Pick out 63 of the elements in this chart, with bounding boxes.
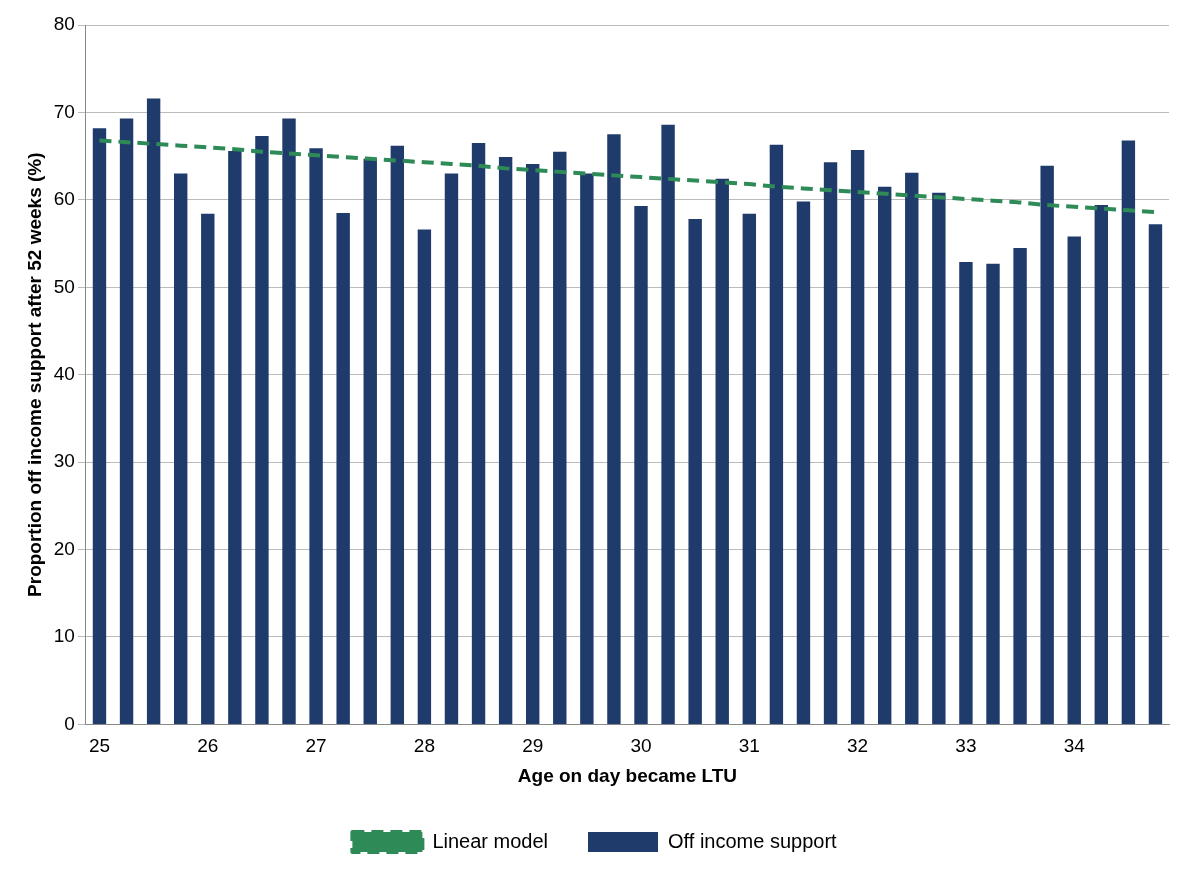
bar <box>850 150 865 724</box>
x-tick-label: 34 <box>1063 735 1086 757</box>
legend-label: Off income support <box>668 829 838 852</box>
x-tick-label: 29 <box>522 735 544 757</box>
bar <box>1094 205 1109 724</box>
bar <box>796 201 811 724</box>
y-tick-label: 80 <box>53 13 75 35</box>
x-tick-label: 25 <box>88 735 111 757</box>
bar <box>228 150 242 724</box>
y-tick-label: 20 <box>53 537 75 559</box>
y-axis-title: Proportion off income support after 52 weeks (%) <box>23 152 45 597</box>
x-tick-label: 31 <box>738 735 760 757</box>
bar <box>444 173 459 724</box>
bar <box>877 186 892 724</box>
bar <box>553 151 567 724</box>
bar <box>119 118 134 724</box>
y-tick-label: 50 <box>53 275 75 297</box>
bar <box>417 229 432 724</box>
bar <box>1121 140 1136 724</box>
bar <box>742 213 757 724</box>
x-tick-label: 27 <box>305 735 327 757</box>
x-tick-label: 32 <box>847 735 869 757</box>
bar <box>959 261 973 724</box>
bar <box>498 157 513 724</box>
bar <box>471 143 486 724</box>
bar <box>174 173 188 724</box>
x-tick-label: 33 <box>955 735 977 757</box>
bar <box>146 98 161 724</box>
y-tick-label: 10 <box>53 625 75 647</box>
bar <box>715 178 729 724</box>
bar <box>607 134 621 724</box>
bar <box>390 145 405 724</box>
bar <box>1013 247 1027 724</box>
bar <box>932 192 946 724</box>
x-axis-title: Age on day became LTU <box>517 764 738 786</box>
bar <box>769 144 784 724</box>
x-tick-label: 30 <box>630 735 652 757</box>
y-tick-label: 70 <box>53 100 75 122</box>
bar <box>1040 165 1054 724</box>
bar <box>336 212 350 724</box>
bar <box>282 118 296 724</box>
x-tick-label: 26 <box>197 735 219 757</box>
bar <box>580 173 594 724</box>
bar <box>634 205 648 724</box>
y-tick-label: 60 <box>53 188 75 210</box>
bar <box>986 263 1000 724</box>
bar <box>526 164 540 724</box>
bar <box>1067 236 1081 724</box>
bar <box>255 136 269 724</box>
y-tick-label: 0 <box>64 712 75 734</box>
bar <box>661 124 675 724</box>
bar <box>363 158 377 724</box>
bar <box>309 148 323 724</box>
x-tick-label: 28 <box>413 735 435 757</box>
legend-label: Linear model <box>432 829 549 852</box>
bar <box>1148 224 1163 724</box>
bar <box>92 128 107 724</box>
bar <box>201 213 215 724</box>
bar <box>905 172 919 724</box>
y-tick-label: 30 <box>53 450 75 472</box>
bar <box>688 219 702 724</box>
bar <box>823 162 838 724</box>
y-tick-label: 40 <box>53 362 75 384</box>
